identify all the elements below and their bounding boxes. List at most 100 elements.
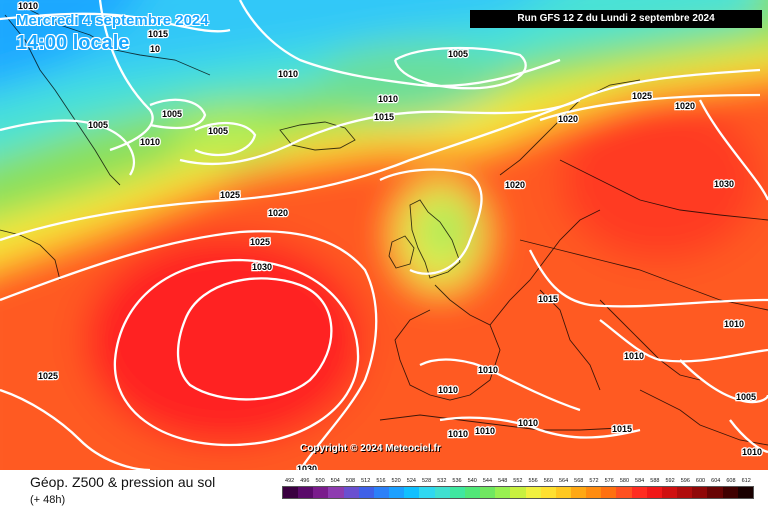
legend-label: 544 [482,478,493,484]
isobar-label: 1005 [162,109,182,119]
legend-label: 568 [574,478,584,484]
legend-label: 592 [665,478,675,484]
legend-label: 508 [345,478,356,484]
isobar-label: 1010 [518,418,538,428]
legend-swatch [525,487,541,498]
legend-labels: 492 496 500 504 508 512 516 520 524 528 532 536 540 5… [282,478,754,484]
legend-swatch [343,487,359,498]
isobar-label: 1015 [148,29,168,39]
legend-label: 512 [361,478,371,484]
isobar-label: 1010 [140,137,160,147]
isobar-label: 1025 [220,190,240,200]
color-legend: 492 496 500 504 508 512 516 520 524 528 532 536 540 5… [282,478,754,499]
isobar-label: 1030 [297,464,317,470]
legend-label: 588 [650,478,660,484]
legend-swatch [480,487,496,498]
legend-swatch [298,487,314,498]
legend-swatch [419,487,435,498]
isobar-label: 1005 [208,126,228,136]
isobar-label: 1015 [612,424,632,434]
legend-label: 536 [452,478,462,484]
legend-label: 600 [695,478,706,484]
isobar-label: 1010 [478,365,498,375]
legend-swatch [434,487,450,498]
legend-label: 496 [300,478,310,484]
legend-swatch [464,487,481,498]
variable-title: Géop. Z500 & pression au sol [30,474,216,490]
isobar-label: 1010 [378,94,398,104]
legend-swatch [631,487,647,498]
land-outlines [0,9,768,446]
legend-swatch [722,487,738,498]
legend-swatch [373,487,390,498]
legend-label: 548 [498,478,508,484]
isobar-label: 1020 [675,101,695,111]
isobar-label: 1030 [714,179,734,189]
isobar-label: 1020 [505,180,525,190]
legend-label: 500 [315,478,325,484]
copyright: Copyright © 2024 Meteociel.fr [300,443,441,454]
legend-swatch [358,487,374,498]
forecast-map: 1010 1015 10 1010 1005 1005 1005 1010 10… [0,0,768,470]
isobar-label: 1010 [624,351,644,361]
legend-swatch [646,487,662,498]
legend-swatch [449,487,465,498]
legend-swatch [404,487,420,498]
valid-time: 14:00 locale [16,32,130,54]
isobar-label: 1005 [736,392,756,402]
legend-label: 516 [376,478,386,484]
legend-swatch [661,487,678,498]
legend-label: 564 [558,478,569,484]
legend-swatch [707,487,723,498]
legend-label: 524 [406,478,416,484]
legend-swatch [328,487,344,498]
isobar-label: 1015 [538,294,558,304]
legend-swatch [495,487,511,498]
legend-label: 492 [285,478,295,484]
isobar-label: 1010 [278,69,298,79]
legend-label: 584 [635,478,645,484]
isobar-label: 10 [150,44,160,54]
legend-swatch [540,487,556,498]
legend-swatch [510,487,526,498]
legend-label: 604 [711,478,721,484]
legend-swatch [616,487,632,498]
legend-swatch [389,487,405,498]
isobar-labels: 1010 1015 10 1010 1005 1005 1005 1010 10… [17,0,764,470]
isobar-label: 1010 [438,385,458,395]
legend-label: 552 [513,478,523,484]
isobar-label: 1025 [38,371,58,381]
legend-label: 540 [467,478,477,484]
legend-label: 520 [391,478,401,484]
isobar-label: 1030 [252,262,272,272]
isobars [0,0,768,470]
legend-label: 528 [421,478,432,484]
legend-label: 596 [680,478,690,484]
isobar-label: 1010 [18,1,38,11]
isobar-label: 1010 [475,426,495,436]
isobar-label: 1005 [448,49,468,59]
legend-label: 560 [543,478,553,484]
legend-swatch [570,487,587,498]
geopotential-field [0,0,768,470]
isobar-label: 1025 [632,91,652,101]
isobar-label: 1020 [558,114,578,124]
legend-swatches [282,486,754,499]
legend-swatch [555,487,571,498]
legend-swatch [313,487,329,498]
isobar-label: 1010 [448,429,468,439]
footer: Géop. Z500 & pression au sol (+ 48h) 492… [0,470,768,512]
legend-label: 572 [589,478,599,484]
legend-swatch [692,487,708,498]
legend-label: 608 [726,478,736,484]
lead-time: (+ 48h) [30,494,66,506]
legend-swatch [586,487,602,498]
run-info: Run GFS 12 Z du Lundi 2 septembre 2024 [470,10,762,28]
valid-date: Mercredi 4 septembre 2024 [16,12,209,29]
legend-label: 580 [619,478,630,484]
legend-label: 612 [741,478,751,484]
isobar-label: 1015 [374,112,394,122]
legend-label: 576 [604,478,614,484]
legend-label: 556 [528,478,538,484]
legend-label: 504 [330,478,340,484]
